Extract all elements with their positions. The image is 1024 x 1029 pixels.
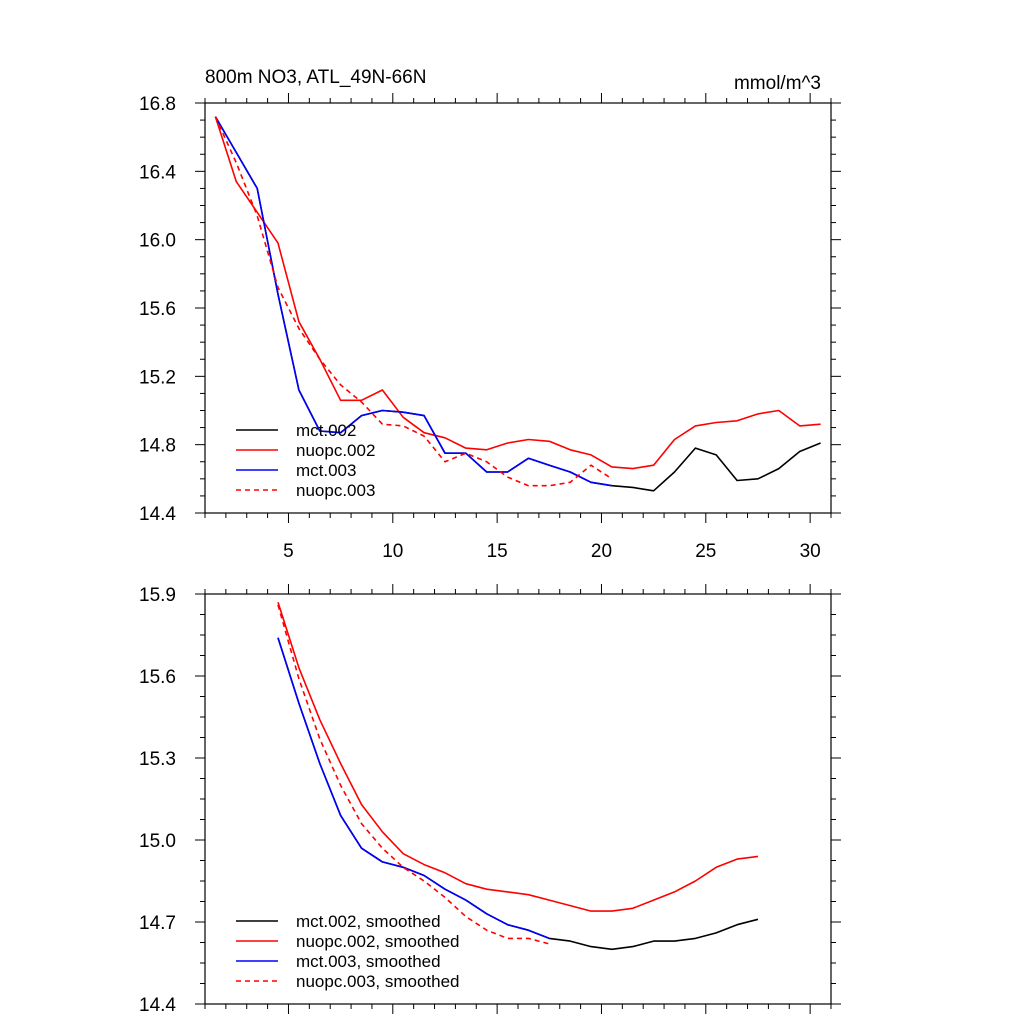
chart-panel-2: 14.4 14.7 15.0 15.3 15.6 15.9 mct.002, smoothe… <box>139 584 841 1016</box>
units-label: mmol/m^3 <box>734 73 821 94</box>
y-tick-label: 15.6 <box>139 299 176 320</box>
series-line <box>277 637 759 951</box>
y-tick-label: 15.0 <box>139 831 176 852</box>
y-tick-label: 15.6 <box>139 667 176 688</box>
x-tick-label: 25 <box>695 541 716 562</box>
legend-label: mct.002, smoothed <box>296 912 441 931</box>
y-tick-label: 16.4 <box>139 162 176 183</box>
y-tick-label: 16.0 <box>139 231 176 252</box>
series-line <box>277 637 550 940</box>
legend-label: nuopc.002, smoothed <box>296 932 460 951</box>
y-tick-label: 14.4 <box>139 504 176 525</box>
series-line <box>214 116 821 470</box>
y-tick-label: 14.7 <box>139 913 176 934</box>
legend-label: nuopc.003, smoothed <box>296 972 460 991</box>
y-tick-label: 16.8 <box>139 94 176 115</box>
series-line <box>214 116 613 487</box>
legend-label: mct.003 <box>296 461 356 480</box>
x-tick-label: 10 <box>382 541 403 562</box>
legend-label: nuopc.002 <box>296 441 375 460</box>
y-tick-label: 15.3 <box>139 749 176 770</box>
legend-label: mct.003, smoothed <box>296 952 441 971</box>
x-tick-label: 15 <box>487 541 508 562</box>
chart-panel-1: 5 10 15 20 25 30 14.4 14.8 15.2 15.6 16.0 16.4 16.8 8… <box>139 67 841 562</box>
y-tick-label: 14.8 <box>139 436 176 457</box>
chart-title: 800m NO3, ATL_49N-66N <box>205 67 426 88</box>
y-tick-label: 15.2 <box>139 367 176 388</box>
legend-label: mct.002 <box>296 421 356 440</box>
x-tick-label: 5 <box>283 541 294 562</box>
y-tick-label: 14.4 <box>139 995 176 1016</box>
y-tick-label: 15.9 <box>139 585 176 606</box>
x-tick-label: 20 <box>591 541 612 562</box>
legend-label: nuopc.003 <box>296 481 375 500</box>
series-line <box>277 604 550 945</box>
series-line <box>214 116 613 487</box>
series-line <box>277 601 759 912</box>
x-tick-label: 30 <box>800 541 821 562</box>
